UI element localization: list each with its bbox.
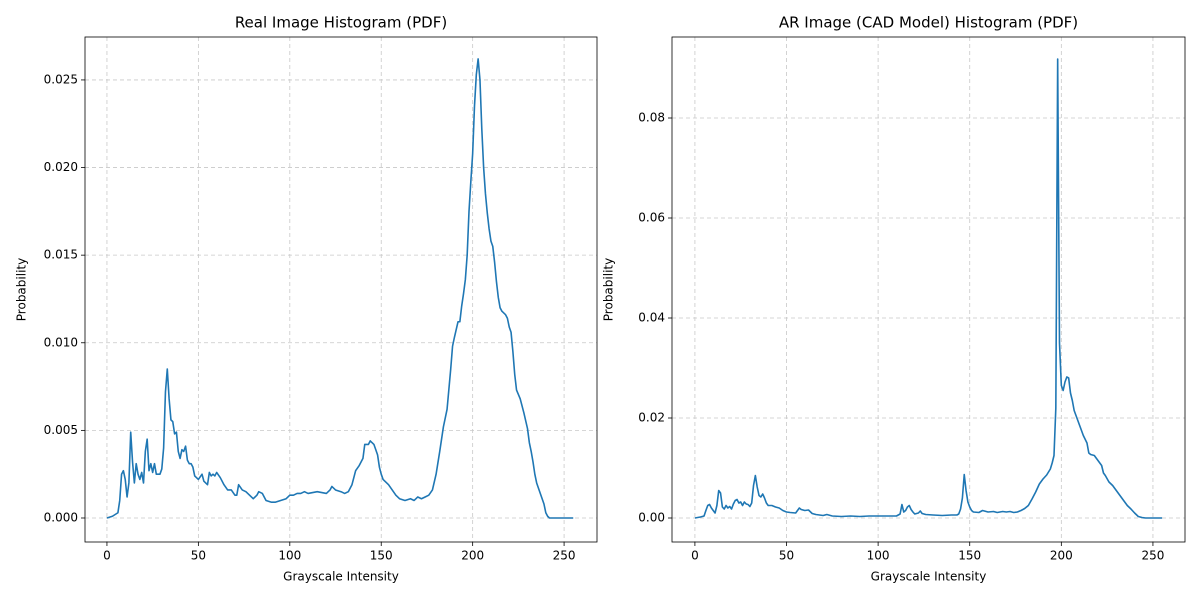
x-tick-label: 100 bbox=[278, 549, 301, 563]
y-tick-label: 0.08 bbox=[638, 111, 665, 125]
y-tick-label: 0.00 bbox=[638, 511, 665, 525]
x-tick-label: 250 bbox=[1141, 549, 1164, 563]
y-axis-label: Probability bbox=[602, 258, 616, 321]
plot-frame bbox=[671, 36, 1186, 543]
x-tick-label: 150 bbox=[958, 549, 981, 563]
x-tick-label: 50 bbox=[191, 549, 206, 563]
y-tick-label: 0.015 bbox=[44, 248, 78, 262]
x-axis-label: Grayscale Intensity bbox=[871, 570, 987, 584]
plot-frame bbox=[84, 36, 598, 543]
x-tick-label: 0 bbox=[691, 549, 699, 563]
x-tick-label: 100 bbox=[867, 549, 890, 563]
x-tick-label: 0 bbox=[103, 549, 111, 563]
x-tick-label: 200 bbox=[461, 549, 484, 563]
y-tick-label: 0.02 bbox=[638, 411, 665, 425]
x-tick-label: 150 bbox=[370, 549, 393, 563]
x-tick-label: 250 bbox=[553, 549, 576, 563]
y-tick-label: 0.025 bbox=[44, 72, 78, 86]
y-tick-label: 0.020 bbox=[44, 160, 78, 174]
x-tick-label: 50 bbox=[779, 549, 794, 563]
y-axis-label: Probability bbox=[15, 258, 29, 321]
x-axis-label: Grayscale Intensity bbox=[283, 570, 399, 584]
y-tick-label: 0.010 bbox=[44, 335, 78, 349]
chart-title: AR Image (CAD Model) Histogram (PDF) bbox=[779, 14, 1078, 32]
chart-title: Real Image Histogram (PDF) bbox=[235, 14, 447, 32]
data-line bbox=[106, 58, 574, 519]
x-tick-label: 200 bbox=[1050, 549, 1073, 563]
data-line bbox=[694, 58, 1163, 519]
y-tick-label: 0.06 bbox=[638, 211, 665, 225]
y-tick-label: 0.04 bbox=[638, 311, 665, 325]
y-tick-label: 0.005 bbox=[44, 423, 78, 437]
y-tick-label: 0.000 bbox=[44, 510, 78, 524]
